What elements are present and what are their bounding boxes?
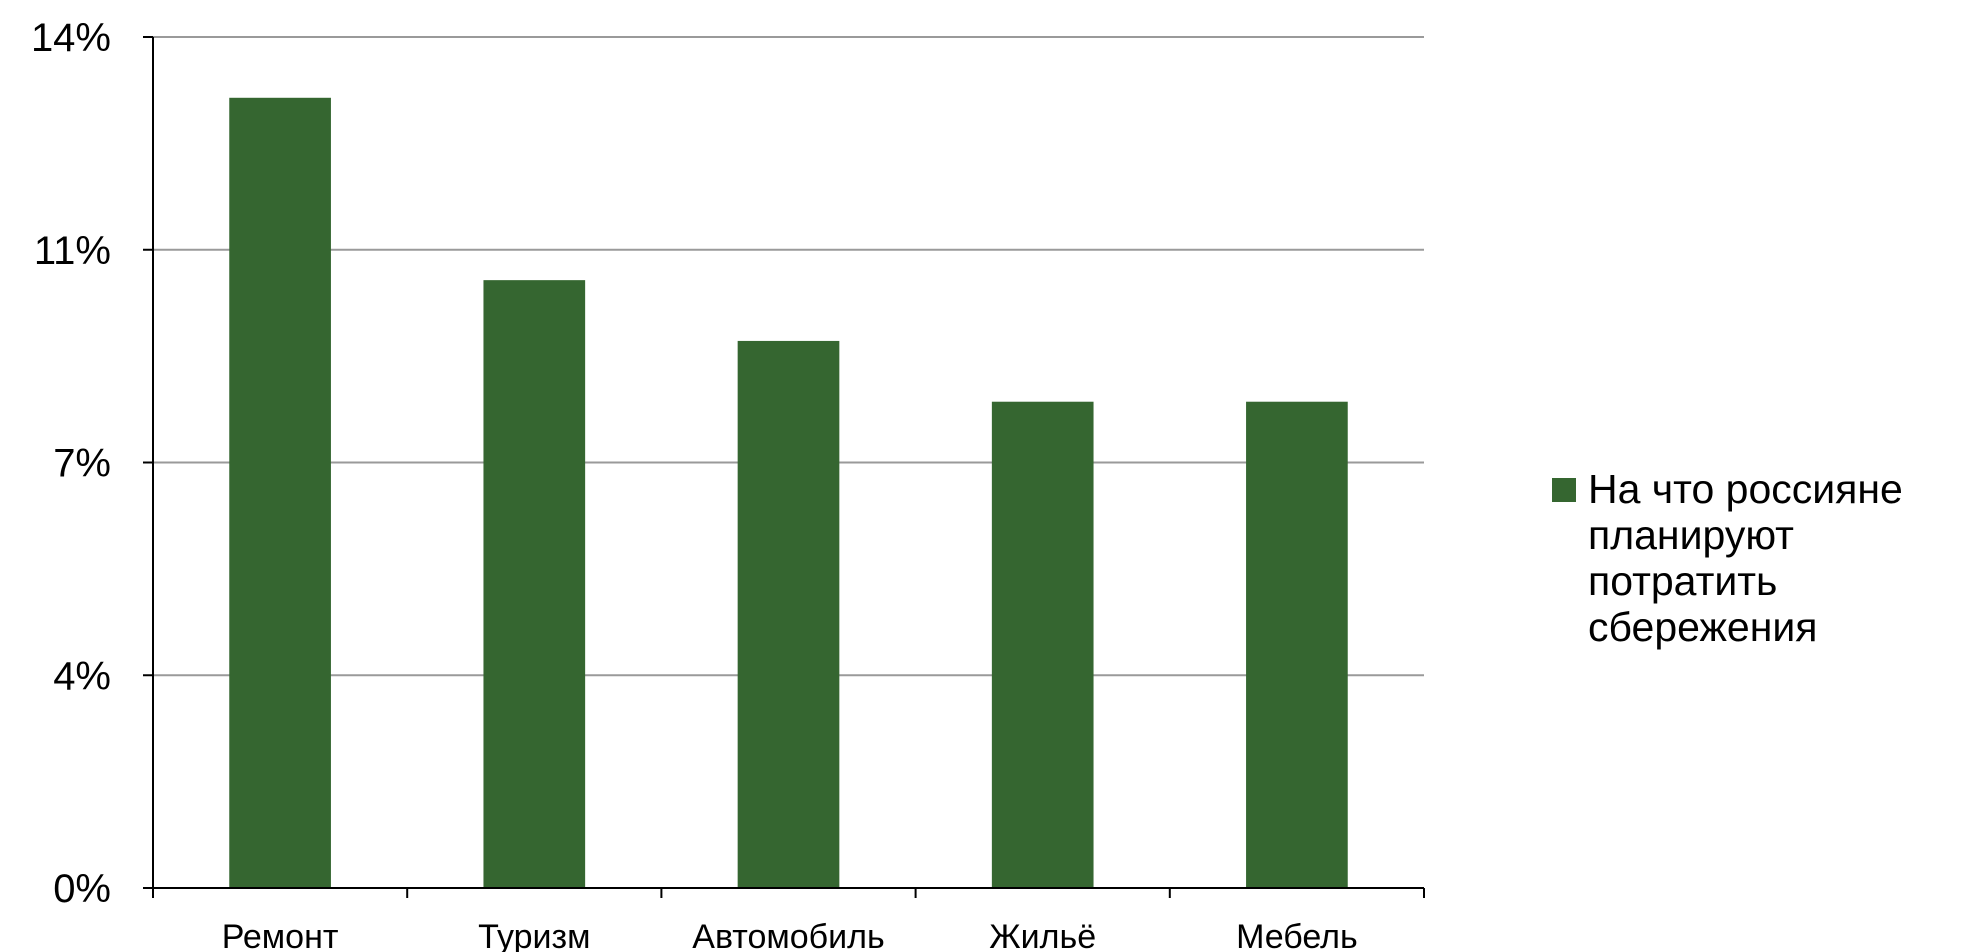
x-category-label: Автомобиль bbox=[692, 918, 884, 952]
bar bbox=[1246, 401, 1348, 888]
x-axis-category-labels: Ремонт Туризм Автомобиль Жильё Мебель bbox=[222, 918, 1358, 952]
x-category-label: Ремонт bbox=[222, 918, 339, 952]
bar bbox=[737, 340, 840, 888]
y-tick-label: 4% bbox=[53, 654, 111, 698]
legend-swatch bbox=[1552, 478, 1576, 502]
y-tick-label: 14% bbox=[31, 16, 111, 60]
bars bbox=[229, 97, 1348, 889]
y-tick-label: 0% bbox=[53, 867, 111, 911]
y-tick-label: 7% bbox=[53, 442, 111, 486]
bar bbox=[229, 97, 331, 889]
x-axis-ticks bbox=[152, 888, 1425, 898]
x-category-label: Туризм bbox=[478, 918, 590, 952]
bar bbox=[991, 401, 1094, 888]
bar bbox=[483, 280, 586, 889]
y-axis-ticks: 0% 4% 7% 11% 14% bbox=[31, 16, 153, 911]
legend-label: На что россияне планируют потратить сбер… bbox=[1588, 466, 1903, 650]
x-category-label: Мебель bbox=[1236, 918, 1358, 952]
y-tick-label: 11% bbox=[34, 229, 111, 273]
x-category-label: Жильё bbox=[989, 918, 1096, 952]
legend: На что россияне планируют потратить сбер… bbox=[1552, 466, 1960, 650]
